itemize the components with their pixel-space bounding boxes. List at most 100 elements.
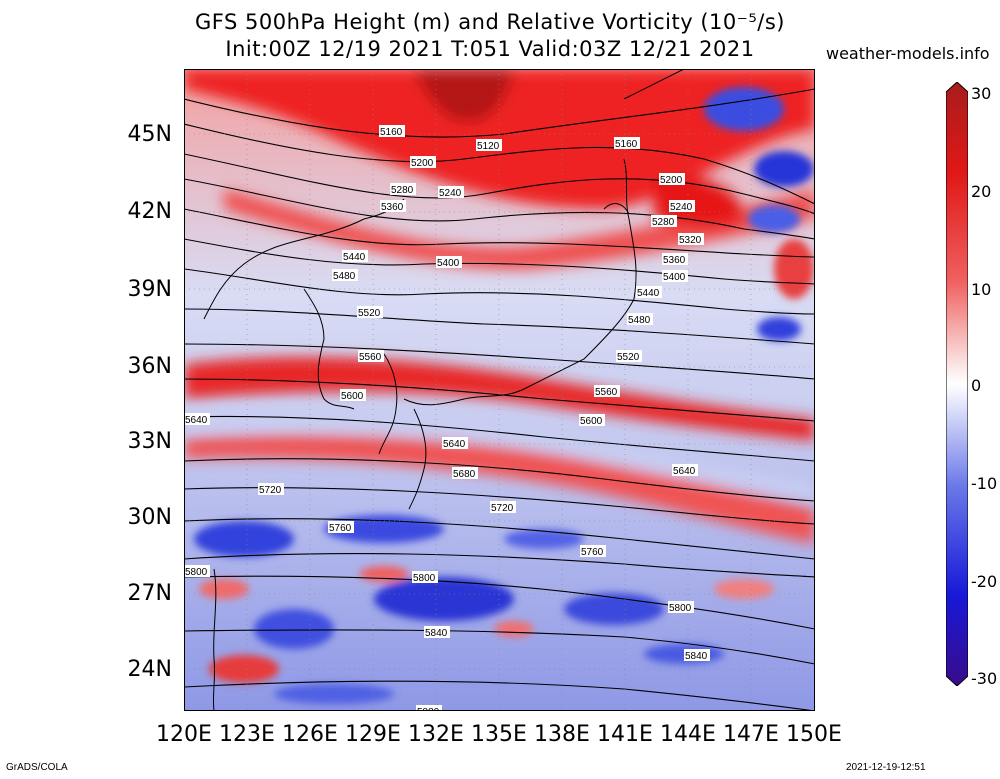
svg-text:5560: 5560 — [359, 352, 382, 363]
lat-label: 33N — [127, 429, 172, 454]
lon-label: 123E — [219, 722, 275, 747]
lat-label: 39N — [127, 277, 172, 302]
contour-label: 5760 — [580, 545, 606, 558]
lat-label: 42N — [127, 199, 172, 224]
contour-label: 5320 — [678, 233, 704, 246]
generated-timestamp: 2021-12-19-12:51 — [846, 762, 926, 773]
map-title: GFS 500hPa Height (m) and Relative Vorti… — [195, 10, 785, 34]
svg-text:5200: 5200 — [411, 158, 434, 169]
vorticity-map: 5160 5120 5160 5200 5200 5280 5240 5240 5360 5280… — [184, 69, 815, 711]
contour-label: 5440 — [636, 286, 662, 299]
colorbar — [946, 82, 968, 686]
lon-label: 150E — [786, 722, 842, 747]
contour-label: 5360 — [380, 200, 406, 213]
svg-text:5840: 5840 — [685, 651, 708, 662]
contour-label: 5400 — [662, 270, 688, 283]
contour-label: 5560 — [358, 350, 384, 363]
contour-label: 5360 — [662, 253, 688, 266]
contour-label: 5600 — [340, 389, 366, 402]
colorbar-label: 30 — [971, 84, 992, 103]
contour-label: 5480 — [332, 269, 358, 282]
svg-text:5440: 5440 — [343, 252, 366, 263]
svg-text:5360: 5360 — [381, 202, 404, 213]
height-contours — [184, 88, 815, 711]
contour-label: 5800 — [412, 571, 438, 584]
svg-text:5560: 5560 — [595, 387, 618, 398]
contour-label: 5440 — [342, 250, 368, 263]
map-canvas: 5160 5120 5160 5200 5200 5280 5240 5240 5360 5280… — [184, 69, 815, 711]
svg-text:5240: 5240 — [670, 202, 693, 213]
contour-label: 5880 — [416, 705, 442, 711]
contour-label: 5640 — [184, 413, 210, 426]
svg-text:5880: 5880 — [417, 707, 440, 711]
svg-text:5400: 5400 — [437, 258, 460, 269]
svg-text:5480: 5480 — [333, 271, 356, 282]
contour-label: 5280 — [390, 183, 416, 196]
contour-label: 5240 — [438, 186, 464, 199]
contour-label: 5520 — [357, 306, 383, 319]
map-frame — [184, 69, 815, 711]
svg-text:5760: 5760 — [581, 547, 604, 558]
contour-label: 5400 — [436, 256, 462, 269]
contour-label: 5160 — [614, 137, 640, 150]
svg-text:5640: 5640 — [185, 415, 208, 426]
contour-label: 5280 — [651, 215, 677, 228]
software-credit: GrADS/COLA — [6, 762, 68, 773]
contour-label: 5240 — [669, 200, 695, 213]
svg-text:5200: 5200 — [660, 175, 683, 186]
lon-label: 135E — [471, 722, 527, 747]
svg-text:5520: 5520 — [358, 308, 381, 319]
site-credit: weather-models.info — [826, 44, 990, 63]
svg-text:5280: 5280 — [652, 217, 675, 228]
lon-label: 147E — [723, 722, 779, 747]
lat-label: 27N — [127, 581, 172, 606]
colorbar-label: 0 — [971, 376, 982, 395]
contour-label: 5120 — [476, 139, 502, 152]
svg-text:5480: 5480 — [628, 315, 651, 326]
contour-label: 5800 — [668, 601, 694, 614]
contour-label: 5640 — [442, 437, 468, 450]
lon-label: 132E — [408, 722, 464, 747]
contour-labels: 5160 5120 5160 5200 5200 5280 5240 5240 5360 5280… — [184, 125, 710, 711]
contour-label: 5800 — [184, 565, 210, 578]
colorbar-label: 10 — [971, 280, 992, 299]
svg-text:5600: 5600 — [341, 391, 364, 402]
coastlines — [203, 69, 685, 711]
contour-label: 5680 — [452, 467, 478, 480]
colorbar-label: -20 — [971, 572, 998, 591]
svg-text:5240: 5240 — [439, 188, 462, 199]
lat-label: 24N — [127, 657, 172, 682]
contour-label: 5520 — [616, 350, 642, 363]
svg-text:5800: 5800 — [185, 567, 208, 578]
svg-text:5640: 5640 — [673, 466, 696, 477]
svg-text:5720: 5720 — [259, 485, 282, 496]
svg-text:5680: 5680 — [453, 469, 476, 480]
svg-text:5280: 5280 — [391, 185, 414, 196]
contour-label: 5720 — [258, 483, 284, 496]
contour-label: 5760 — [328, 521, 354, 534]
lon-label: 126E — [282, 722, 338, 747]
contour-label: 5200 — [659, 173, 685, 186]
colorbar-ramp — [946, 82, 968, 686]
svg-text:5720: 5720 — [491, 503, 514, 514]
lat-label: 45N — [127, 122, 172, 147]
lon-label: 144E — [660, 722, 716, 747]
svg-text:5800: 5800 — [669, 603, 692, 614]
lat-label: 30N — [127, 505, 172, 530]
svg-text:5360: 5360 — [663, 255, 686, 266]
contour-label: 5600 — [579, 414, 605, 427]
lon-label: 120E — [156, 722, 212, 747]
svg-text:5160: 5160 — [615, 139, 638, 150]
svg-text:5400: 5400 — [663, 272, 686, 283]
vorticity-blue-northeast — [704, 87, 814, 341]
svg-text:5800: 5800 — [413, 573, 436, 584]
colorbar-label: -30 — [971, 669, 998, 688]
svg-text:5600: 5600 — [580, 416, 603, 427]
contour-label: 5640 — [672, 464, 698, 477]
svg-text:5320: 5320 — [679, 235, 702, 246]
svg-text:5160: 5160 — [380, 127, 403, 138]
contour-label: 5560 — [594, 385, 620, 398]
contour-label: 5160 — [379, 125, 405, 138]
lat-label: 36N — [127, 354, 172, 379]
contour-label: 5720 — [490, 501, 516, 514]
